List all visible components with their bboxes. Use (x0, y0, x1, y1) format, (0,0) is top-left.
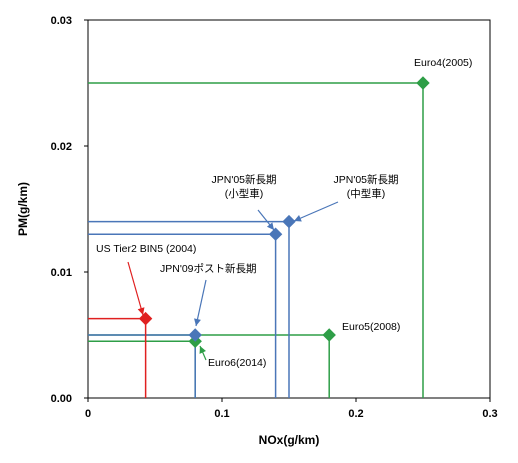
jpn05-small-label: (小型車) (225, 187, 264, 200)
euro4-label: Euro4(2005) (414, 57, 472, 69)
y-axis-title: PM(g/km) (16, 182, 30, 236)
jpn09-arrowhead (194, 318, 201, 326)
us-tier2-marker (138, 311, 153, 326)
euro6-label: Euro6(2014) (208, 357, 266, 369)
jpn09-marker (188, 328, 202, 342)
jpn05-small-label: JPN'05新長期 (211, 173, 276, 186)
jpn05-medium-marker (282, 214, 296, 229)
x-tick-label: 0.3 (482, 408, 497, 420)
y-tick-label: 0.02 (51, 141, 72, 153)
jpn09-leader-line (195, 279, 207, 327)
euro5-marker (322, 328, 336, 342)
y-axis-ticks: 0.00 0.01 0.02 0.03 (51, 15, 88, 405)
jpn05-small-marker (268, 227, 283, 241)
us-tier2-label: US Tier2 BIN5 (2004) (96, 243, 196, 255)
jpn05-medium-leader-line (293, 201, 339, 222)
euro4-marker (416, 76, 430, 90)
us-tier2-leader-line (127, 261, 144, 316)
y-tick-label: 0.00 (51, 393, 72, 405)
euro6-arrowhead (199, 346, 206, 354)
jpn05-small-arrowhead (266, 222, 274, 230)
jpn05-medium-label: (中型車) (347, 187, 386, 200)
y-tick-label: 0.03 (51, 15, 72, 27)
data-markers (138, 76, 430, 349)
x-tick-label: 0.1 (214, 408, 229, 420)
us-tier2-arrowhead (137, 307, 145, 315)
x-tick-label: 0 (85, 408, 91, 420)
euro5-label: Euro5(2008) (342, 321, 400, 333)
x-axis-title: NOx(g/km) (259, 433, 320, 447)
jpn05-medium-label: JPN'05新長期 (333, 173, 398, 186)
annotations: Euro4(2005) Euro5(2008) Euro6(2014) JPN'05新… (96, 57, 472, 369)
jpn09-label: JPN'09ポスト新長期 (160, 262, 257, 275)
x-axis-ticks: 0 0.1 0.2 0.3 (85, 398, 498, 420)
x-tick-label: 0.2 (348, 408, 363, 420)
y-tick-label: 0.01 (51, 267, 72, 279)
jpn05-medium-arrowhead (294, 215, 302, 222)
